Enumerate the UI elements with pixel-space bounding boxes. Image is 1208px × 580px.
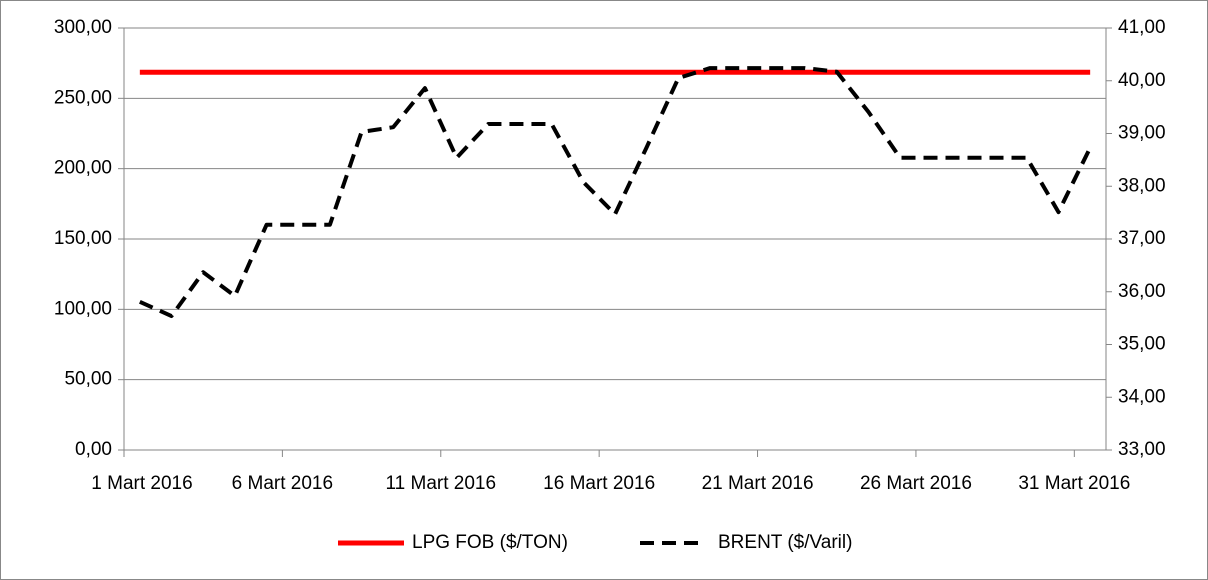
y2-tick-label: 34,00 xyxy=(1118,386,1166,407)
y2-tick-label: 37,00 xyxy=(1118,228,1166,249)
y2-tick-label: 40,00 xyxy=(1118,70,1166,91)
y2-tick-label: 41,00 xyxy=(1118,17,1166,38)
y-tick-label: 0,00 xyxy=(75,439,112,460)
x-tick-label: 31 Mart 2016 xyxy=(1018,473,1130,494)
x-tick-label: 1 Mart 2016 xyxy=(91,473,192,494)
legend-label: BRENT ($/Varil) xyxy=(718,532,852,553)
y2-tick-label: 33,00 xyxy=(1118,439,1166,460)
x-tick-label: 21 Mart 2016 xyxy=(702,473,814,494)
x-tick-label: 11 Mart 2016 xyxy=(385,473,496,494)
y-tick-label: 300,00 xyxy=(54,17,112,38)
y2-tick-label: 39,00 xyxy=(1118,123,1166,144)
y-tick-label: 50,00 xyxy=(64,369,112,390)
y-tick-label: 200,00 xyxy=(54,158,112,179)
x-tick-label: 26 Mart 2016 xyxy=(860,473,972,494)
y2-tick-label: 38,00 xyxy=(1118,175,1166,196)
series-line xyxy=(139,66,1092,319)
x-tick-label: 6 Mart 2016 xyxy=(232,473,333,494)
y-tick-label: 150,00 xyxy=(54,228,112,249)
legend-label: LPG FOB ($/TON) xyxy=(412,532,568,553)
y-tick-label: 250,00 xyxy=(54,87,112,108)
y-tick-label: 100,00 xyxy=(54,298,112,319)
y2-tick-label: 36,00 xyxy=(1118,281,1166,302)
y2-tick-label: 35,00 xyxy=(1118,334,1166,355)
x-tick-label: 16 Mart 2016 xyxy=(543,473,655,494)
